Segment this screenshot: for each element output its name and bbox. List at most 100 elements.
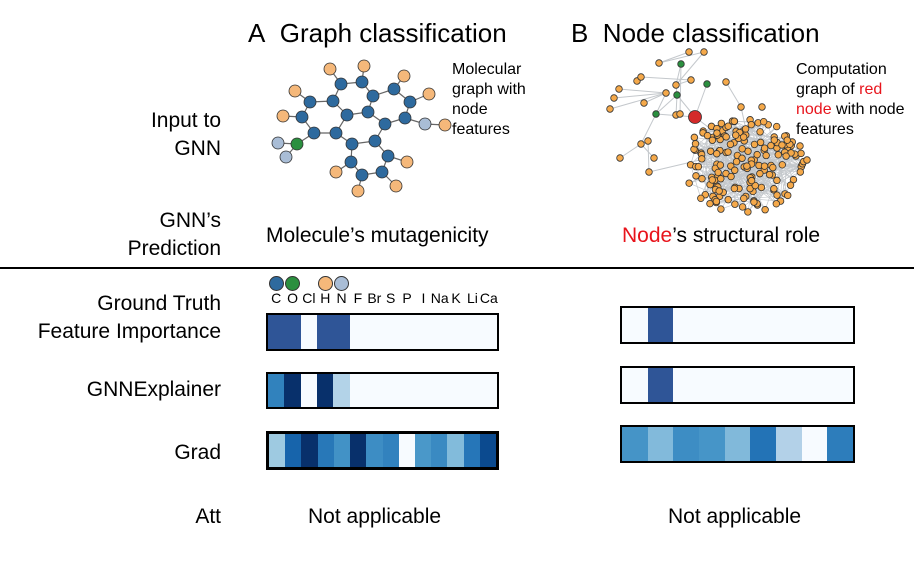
graph-node — [717, 205, 725, 213]
heatmap-cell — [285, 434, 302, 467]
graph-edge — [647, 140, 650, 173]
heatmap-cell — [647, 368, 674, 402]
graph-node — [708, 176, 716, 184]
nitrogen-atom — [279, 150, 293, 164]
heatmap-cell — [750, 308, 777, 342]
heatmap-cell — [447, 374, 465, 407]
graph-node — [606, 105, 614, 113]
element-label: O — [287, 290, 298, 306]
legend-dot-C — [268, 276, 284, 291]
nitrogen-atom — [271, 136, 285, 150]
heatmap-cell — [699, 308, 725, 342]
computation-graph-caption: Computation graph of red node with node … — [796, 60, 905, 140]
caption-line: features — [796, 121, 854, 138]
heatmap-cell — [480, 315, 498, 349]
graph-node — [756, 169, 764, 178]
heatmap-cell — [366, 434, 383, 467]
heatmap-cell — [398, 315, 416, 349]
heatmap-cell — [350, 434, 367, 467]
heatmap-cell — [464, 315, 481, 349]
graph-node — [717, 119, 726, 128]
graph-node — [744, 208, 752, 216]
heatmap-cell — [827, 368, 854, 402]
heatmap-cell — [622, 308, 648, 342]
graph-node — [772, 122, 781, 131]
element-label: H — [320, 290, 331, 306]
carbon-atom — [355, 168, 369, 182]
caption-line: graph with — [452, 81, 526, 98]
carbon-atom — [366, 89, 380, 103]
graph-edge — [690, 164, 702, 199]
hydrogen-atom — [351, 184, 365, 198]
hydrogen-atom — [422, 87, 436, 101]
graph-edge — [773, 165, 802, 190]
graph-edge — [722, 155, 767, 193]
heatmap-cell — [414, 434, 432, 467]
heatmap-cell — [622, 427, 648, 461]
molecule-caption: Molecular graph with node features — [452, 60, 526, 140]
graph-node — [637, 140, 645, 148]
heatmap-a-gnnexplainer — [266, 372, 499, 409]
panel-b-title: B Node classification — [571, 18, 820, 49]
graph-edge — [619, 143, 642, 159]
graph-node — [750, 140, 759, 149]
graph-node — [691, 140, 700, 148]
heatmap-cell — [317, 434, 334, 467]
hydrogen-atom — [323, 62, 337, 76]
heatmap-b-grad — [620, 425, 855, 463]
label-line: Feature Importance — [37, 320, 221, 343]
graph-node — [685, 48, 693, 56]
graph-node — [765, 170, 774, 179]
graph-node — [717, 175, 725, 183]
graph-node — [741, 125, 750, 133]
graph-node — [782, 152, 790, 160]
graph-edge — [675, 51, 705, 86]
heatmap-cell — [349, 374, 367, 407]
caption-line: features — [452, 121, 510, 138]
heatmap-cell — [801, 368, 828, 402]
carbon-atom — [295, 110, 309, 124]
graph-node — [759, 117, 768, 126]
carbon-atom — [329, 126, 343, 140]
heatmap-cell — [333, 315, 350, 349]
graph-edge — [618, 88, 667, 94]
graph-node — [740, 194, 748, 203]
graph-node — [715, 187, 723, 195]
element-label: S — [386, 290, 396, 306]
carbon-atom — [381, 149, 395, 163]
heatmap-cell — [463, 434, 480, 467]
carbon-atom — [334, 77, 348, 91]
graph-node — [738, 203, 747, 211]
graph-node — [640, 99, 648, 107]
graph-node — [796, 168, 805, 176]
heatmap-cell — [750, 368, 777, 402]
element-label: N — [336, 290, 347, 306]
graph-node — [773, 176, 781, 185]
hydrogen-atom — [329, 165, 343, 179]
legend-dot-N — [334, 276, 350, 291]
heatmap-cell — [827, 427, 854, 461]
graph-node — [803, 156, 811, 164]
graph-node — [731, 200, 739, 208]
caption-text: with node — [831, 101, 905, 118]
graph-node — [778, 161, 786, 169]
graph-node — [786, 181, 795, 189]
graph-node — [778, 141, 786, 149]
heatmap-cell — [317, 374, 334, 407]
graph-edge — [679, 63, 682, 115]
graph-node — [690, 133, 699, 142]
row-label-prediction: GNN’s Prediction — [128, 207, 221, 263]
heatmap-cell — [415, 315, 432, 349]
heatmap-cell — [268, 374, 285, 407]
graph-node — [770, 136, 778, 144]
label-line: GNN — [174, 137, 221, 160]
nitrogen-atom — [418, 117, 432, 131]
graph-node — [687, 76, 695, 84]
label-line: Prediction — [127, 237, 221, 260]
carbon-atom — [375, 165, 389, 179]
row-label-ground-truth: Ground Truth Feature Importance — [38, 290, 221, 346]
graph-edge — [640, 113, 657, 145]
heatmap-cell — [724, 368, 751, 402]
